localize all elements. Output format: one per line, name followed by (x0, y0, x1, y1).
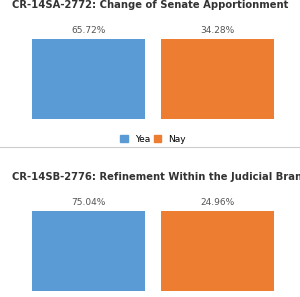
Bar (32, 39, 145, 119)
Bar (161, 211, 274, 291)
Bar (32, 211, 145, 291)
Bar (161, 39, 274, 119)
Text: 75.04%: 75.04% (71, 198, 105, 207)
Legend: Yea, Nay: Yea, Nay (120, 135, 186, 143)
Text: 24.96%: 24.96% (201, 198, 235, 207)
Text: CR-14SA-2772: Change of Senate Apportionment: CR-14SA-2772: Change of Senate Apportion… (12, 0, 288, 10)
Text: 65.72%: 65.72% (71, 26, 105, 35)
Text: CR-14SB-2776: Refinement Within the Judicial Branch: CR-14SB-2776: Refinement Within the Judi… (12, 171, 300, 181)
Text: 34.28%: 34.28% (201, 26, 235, 35)
